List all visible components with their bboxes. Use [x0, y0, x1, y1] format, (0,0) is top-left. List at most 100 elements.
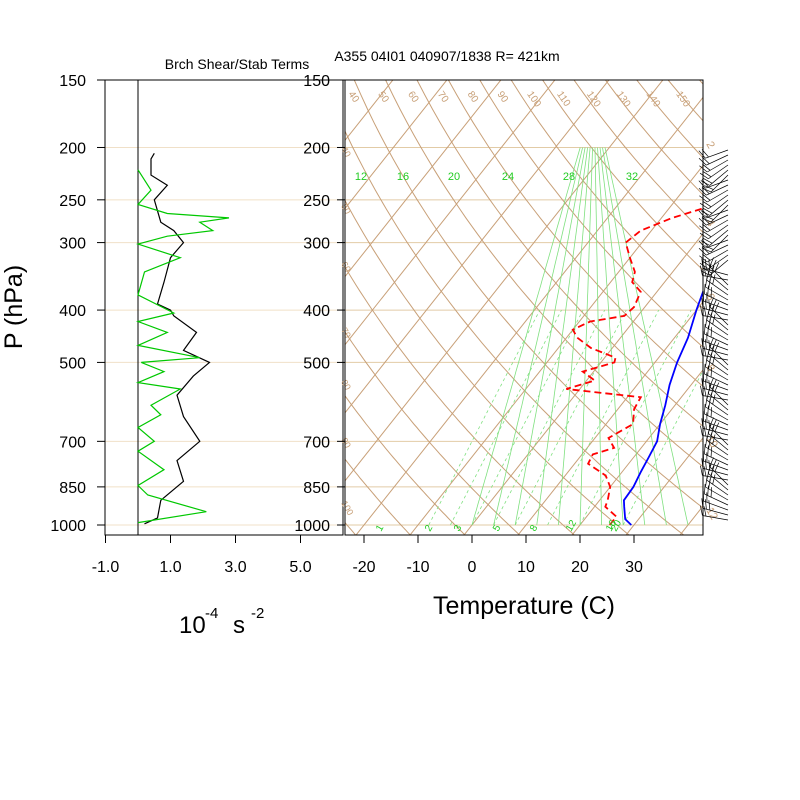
skewt-dry-adiabat-line	[345, 331, 521, 535]
wind-barb-staff	[703, 340, 729, 351]
wind-barb-flag	[699, 165, 708, 173]
wind-barb-staff	[702, 435, 729, 441]
wind-barb-flag	[700, 505, 703, 516]
left-adiabat-label: 70	[339, 326, 353, 340]
dry-adiabat-label: 80	[465, 89, 481, 105]
dry-adiabat-label: 60	[405, 89, 421, 105]
wind-barb-flag	[698, 157, 707, 166]
temperature-axis-label: Temperature (C)	[433, 592, 615, 620]
stability-term-line	[135, 169, 230, 524]
wind-barb-staff	[702, 515, 729, 521]
skewt-moist-adiabat-line	[604, 147, 689, 526]
wind-barb-staff	[706, 244, 729, 256]
wind-barb-flag	[701, 378, 704, 389]
pressure-axis-label: P (hPa)	[0, 265, 28, 349]
wind-barb-staff	[702, 355, 729, 361]
skewt-dry-adiabats	[101, 64, 800, 537]
skewt-isotherm-line	[0, 64, 244, 537]
wind-barb-flag	[709, 417, 714, 427]
skewt-y-tick-label: 400	[303, 303, 330, 320]
wind-barb-flag	[698, 187, 707, 196]
wind-barb-flag	[702, 163, 711, 171]
wind-barb-staff	[705, 149, 729, 159]
left-adiabat-label: 60	[339, 260, 353, 274]
skewt-isotherms	[0, 64, 703, 537]
wind-barb-flag	[712, 394, 716, 405]
wind-barb-staff	[702, 347, 729, 356]
height-label: 2	[703, 140, 716, 151]
wind-barb-flag	[699, 262, 709, 270]
wind-barb-flag	[712, 474, 716, 485]
wind-barb-flag	[705, 277, 708, 288]
skewt-x-tick-label: 20	[571, 559, 589, 576]
wind-barb-flag	[698, 247, 707, 256]
wind-barb-flag	[701, 216, 710, 224]
wind-barb-flag	[703, 208, 713, 214]
wind-barb-staff	[705, 179, 729, 189]
shear-xlabel-base: 10	[179, 612, 206, 639]
moist-adiabat-label: 20	[448, 171, 460, 183]
left-adiabat-label: 100	[339, 499, 355, 517]
moist-adiabat-label: 24	[502, 171, 514, 183]
skewt-dry-adiabat-line	[748, 64, 800, 537]
skewt-y-tick-label: 250	[303, 193, 330, 210]
wind-barb-flag	[707, 405, 709, 416]
wind-barb-staff	[708, 254, 729, 270]
wind-barb-flag	[704, 215, 714, 220]
wind-barb-flag	[714, 382, 720, 392]
skewt-mixing-ratio-line	[622, 369, 703, 526]
mixing-ratio-label: 2	[423, 523, 436, 534]
wind-barb-flag	[703, 426, 707, 437]
wind-barb-flag	[709, 257, 714, 267]
height-label: 6	[703, 292, 716, 303]
wind-barb-flag	[704, 379, 707, 390]
wind-barb-staff	[702, 507, 729, 516]
wind-barb-flag	[712, 354, 716, 365]
skewt-y-tick-label: 150	[303, 73, 330, 90]
wind-barb-flag	[711, 379, 717, 390]
shear-y-axis: 150 200 250 300 400 500 700 850 1000	[50, 73, 105, 535]
skewt-isotherm-line	[0, 64, 190, 537]
wind-barb-flag	[704, 459, 707, 470]
wind-barb-staff	[707, 219, 729, 233]
wind-barb-flag	[704, 499, 707, 510]
wind-barb-flag	[703, 238, 713, 244]
wind-barb-flag	[704, 404, 706, 415]
wind-barb-flag	[703, 178, 713, 184]
mixing-ratio-label: 1	[374, 523, 387, 534]
wind-barb-flag	[700, 385, 703, 396]
skewt-mixing-ratio-line	[514, 309, 627, 526]
moist-adiabat-label: 28	[563, 171, 575, 183]
wind-barb-flag	[711, 419, 717, 430]
shear-stability-panel: 150 200 250 300 400 500 700 850 1000 -1.0 1.0 3.0 5…	[0, 56, 344, 639]
wind-barb-flag	[701, 258, 704, 269]
wind-barb-flag	[708, 358, 711, 369]
shear-y-tick-label: 250	[59, 193, 86, 210]
dewpoint-line	[566, 207, 703, 526]
dry-adiabat-label: 90	[495, 89, 511, 105]
shear-x-tick-label: 1.0	[159, 559, 181, 576]
wind-barb-staff	[704, 453, 729, 466]
wind-barb-staff	[707, 189, 729, 203]
skewt-title: A355 04I01 040907/1838 R= 421km	[334, 48, 559, 64]
skewt-moist-adiabat-line	[579, 147, 593, 526]
wind-barb-staff	[702, 315, 729, 321]
wind-barb-flag	[707, 485, 709, 496]
wind-barb-staff	[709, 229, 729, 246]
wind-barb-staff	[705, 209, 729, 219]
skewt-dry-adiabat-line	[604, 80, 703, 196]
wind-barb-staff	[703, 460, 729, 471]
wind-barb-flag	[698, 150, 706, 159]
wind-barb-flag	[704, 339, 707, 350]
wind-barb-flag	[707, 325, 709, 336]
shear-plot-frame	[104, 79, 344, 536]
shear-x-tick-label: -1.0	[92, 559, 120, 576]
wind-barb-staff	[706, 184, 729, 196]
skewt-isotherm-line	[625, 437, 703, 535]
wind-barb-staff	[707, 249, 729, 263]
skewt-dry-adiabat-line	[345, 130, 685, 535]
skewt-dry-adiabat-line	[101, 64, 302, 537]
skewt-isotherm-line	[409, 164, 703, 535]
wind-barb-flag	[714, 342, 720, 352]
wind-barb-staff	[704, 493, 729, 506]
